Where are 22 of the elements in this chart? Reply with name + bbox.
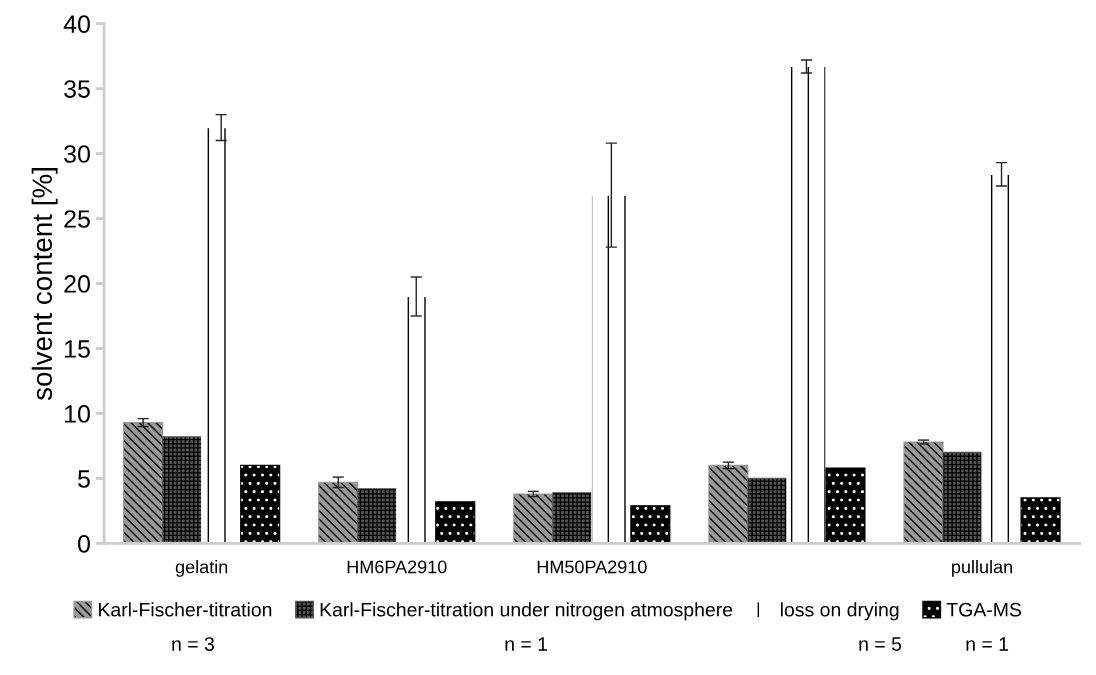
text: n = 3 [172, 637, 214, 651]
y-tick-label: 25 [64, 210, 90, 228]
y-tick-label: 20 [64, 275, 90, 293]
x-tick-label: HM50PA2910 [537, 560, 647, 574]
y-tick-label: 35 [64, 80, 90, 98]
y-tick-label: 15 [65, 340, 90, 358]
legend-label: Karl-Fischer-titration [99, 602, 272, 617]
y-tick-label: 5 [78, 470, 90, 488]
legend-label: TGA-MS [946, 602, 1022, 617]
y-tick-label: 40 [63, 15, 90, 33]
x-tick-label: pullulan [952, 560, 1012, 577]
text: n = 1 [966, 637, 1009, 651]
x-tick-label: gelatin [175, 560, 228, 577]
text: n = 1 [505, 637, 548, 651]
y-tick-label: 0 [78, 534, 90, 553]
text: n = 5 [859, 637, 902, 651]
x-tick-label: HM6PA2910 [347, 560, 447, 574]
y-tick-label: 10 [65, 405, 90, 423]
y-axis-title: solvent content [%] [31, 168, 58, 401]
y-tick-label: 30 [64, 145, 90, 163]
legend-label: Karl-Fischer-titration under nitrogen atmosphere [320, 602, 733, 621]
legend-label: loss on drying [780, 602, 899, 621]
